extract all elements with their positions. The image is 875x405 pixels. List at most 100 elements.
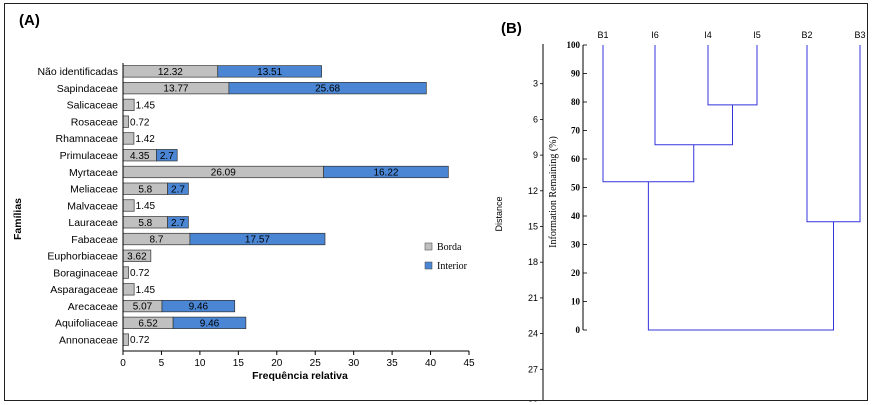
- leaf-label: I6: [651, 30, 659, 40]
- bar-borda: [122, 98, 135, 112]
- bar-row: Arecaceae 5.07 9.46: [68, 299, 236, 313]
- info-tick-label: 50: [571, 183, 581, 193]
- bar-row: Asparagaceae 1.45: [50, 283, 156, 296]
- bar-row: Fabaceae 8.7 17.57: [71, 232, 326, 246]
- bar-row: Boraginaceae 0.72: [53, 266, 150, 279]
- category-label: Meliaceae: [70, 184, 118, 196]
- legend-swatch-interior: [424, 261, 433, 270]
- bar-borda: [122, 266, 129, 279]
- data-label-interior: 2.7: [171, 184, 185, 195]
- data-label-borda: 4.35: [130, 151, 150, 162]
- figure-canvas: (A) Não identificadas 12.32 13.51 Sapindace…: [12, 12, 866, 402]
- legend-label-interior: Interior: [437, 261, 468, 272]
- info-tick-label: 20: [571, 268, 581, 278]
- distance-tick-label: 12: [528, 186, 538, 196]
- dendrogram-merge: [707, 45, 758, 106]
- info-tick-label: 40: [571, 211, 581, 221]
- data-label-borda: 1.45: [136, 285, 156, 296]
- data-label-borda: 5.8: [138, 184, 152, 195]
- dendrogram-merge: [647, 181, 834, 331]
- category-label: Rosaceae: [71, 116, 118, 128]
- distance-tick-label: 27: [528, 364, 538, 374]
- bar-row: Meliaceae 5.8 2.7: [70, 182, 189, 196]
- data-label-borda: 5.8: [138, 218, 152, 229]
- figure-frame: (A) Não identificadas 12.32 13.51 Sapindace…: [4, 3, 868, 402]
- bar-interior: [167, 216, 189, 229]
- legend: Borda Interior: [424, 242, 468, 272]
- bar-row: Lauraceae 5.8 2.7: [68, 216, 189, 229]
- info-axis-title: Information Remaining (%): [548, 136, 559, 248]
- bar-row: Annonaceae 0.72: [59, 333, 150, 346]
- bar-row: Salicaceae 1.45: [67, 98, 156, 112]
- distance-tick-label: 6: [533, 114, 538, 124]
- info-tick-label: 90: [571, 69, 581, 79]
- data-label-borda: 3.62: [127, 251, 147, 262]
- x-tick-label: 45: [463, 358, 475, 369]
- data-label-interior: 16.22: [373, 168, 398, 179]
- data-label-borda: 13.77: [163, 84, 188, 95]
- bar-borda: [122, 199, 135, 212]
- dendrogram-branches: [602, 45, 861, 331]
- bar-row: Rosaceae 0.72: [71, 115, 150, 128]
- data-label-borda: 1.45: [136, 101, 156, 112]
- y-axis-title: Famílias: [12, 198, 24, 240]
- data-label-borda: 0.72: [130, 117, 150, 128]
- x-tick-label: 35: [387, 358, 399, 369]
- bar-interior: [323, 165, 449, 179]
- info-tick-label: 10: [571, 297, 581, 307]
- leaf-label: I4: [704, 30, 712, 40]
- data-label-borda: 0.72: [130, 335, 150, 346]
- leaf-label: B2: [801, 30, 812, 40]
- bar-borda: [122, 115, 129, 128]
- data-label-interior: 2.7: [171, 218, 185, 229]
- bar-row: Não identificadas 12.32 13.51: [37, 65, 322, 78]
- data-label-borda: 0.72: [130, 268, 150, 279]
- data-label-interior: 17.57: [245, 235, 270, 246]
- x-tick-label: 25: [310, 358, 322, 369]
- category-label: Sapindaceae: [57, 83, 118, 95]
- distance-tick-label: 9: [533, 150, 538, 160]
- x-tick-label: 5: [159, 358, 165, 369]
- bar-interior: [217, 65, 322, 78]
- x-tick-label: 10: [194, 358, 206, 369]
- bar-row: Primulaceae 4.35 2.7: [60, 149, 178, 162]
- bar-row: Sapindaceae 13.77 25.68: [57, 82, 427, 95]
- data-label-borda: 6.52: [138, 318, 158, 329]
- x-tick-label: 40: [425, 358, 437, 369]
- x-axis-ticks: 0 5 10 15 20 25 30 35 40 45: [120, 351, 475, 369]
- bar-interior: [161, 299, 236, 313]
- category-label: Lauraceae: [68, 217, 118, 229]
- category-label: Arecaceae: [68, 301, 118, 313]
- dendrogram-merge: [806, 45, 861, 223]
- category-label: Malvaceae: [67, 200, 118, 212]
- bar-chart: (A) Não identificadas 12.32 13.51 Sapindace…: [12, 12, 475, 382]
- category-label: Primulaceae: [60, 150, 119, 162]
- legend-label-borda: Borda: [437, 242, 462, 253]
- distance-tick-label: 24: [528, 329, 538, 339]
- dendrogram: (B) 36912151821242730 Distance 100908070…: [494, 20, 866, 402]
- leaf-label: B3: [854, 30, 865, 40]
- bar-interior: [156, 149, 178, 162]
- distance-tick-label: 21: [528, 293, 538, 303]
- bar-row: Malvaceae 1.45: [67, 199, 156, 212]
- distance-tick-label: 18: [528, 257, 538, 267]
- bar-interior: [228, 82, 427, 95]
- info-tick-label: 80: [571, 97, 581, 107]
- leaf-label: B1: [597, 30, 608, 40]
- data-label-interior: 2.7: [160, 151, 174, 162]
- x-axis-title: Frequência relativa: [252, 370, 348, 382]
- bar-borda: [122, 333, 129, 346]
- panel-label-b: (B): [501, 20, 522, 37]
- data-label-interior: 9.46: [200, 318, 220, 329]
- bar-interior: [172, 316, 247, 329]
- info-tick-label: 60: [571, 154, 581, 164]
- x-tick-label: 15: [233, 358, 245, 369]
- bar-row: Rhamnaceae 1.42: [56, 132, 155, 145]
- bar-groups: Não identificadas 12.32 13.51 Sapindaceae 13…: [37, 65, 449, 346]
- x-tick-label: 0: [120, 358, 126, 369]
- info-tick-label: 100: [567, 40, 581, 50]
- bar-interior: [167, 182, 189, 195]
- category-label: Boraginaceae: [53, 267, 118, 279]
- category-label: Myrtaceae: [69, 167, 118, 179]
